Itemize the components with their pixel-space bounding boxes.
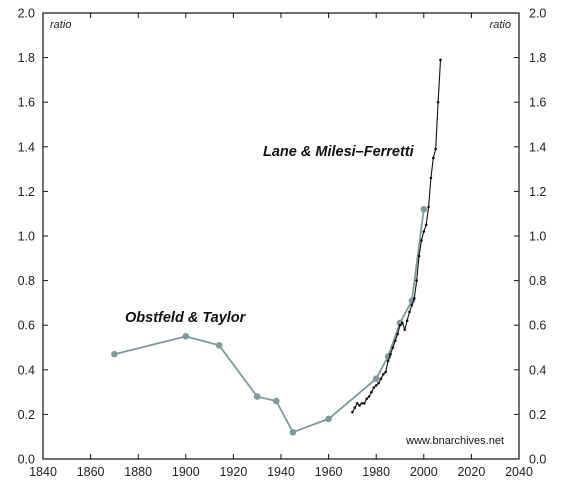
y-tick-label-left: 0.0 — [18, 453, 35, 467]
data-point-obstfeld-taylor — [420, 205, 428, 213]
y-tick-label-left: 0.4 — [18, 363, 35, 377]
data-point-lane-milesi-ferretti — [396, 332, 399, 336]
x-tick-label: 2020 — [457, 465, 485, 479]
data-point-lane-milesi-ferretti — [358, 404, 361, 407]
data-point-lane-milesi-ferretti — [398, 323, 402, 327]
data-point-lane-milesi-ferretti — [417, 254, 421, 258]
y-tick-label-right: 1.8 — [529, 51, 546, 65]
data-point-lane-milesi-ferretti — [424, 223, 428, 227]
data-point-lane-milesi-ferretti — [355, 401, 359, 405]
y-tick-label-right: 1.0 — [529, 230, 546, 244]
data-point-obstfeld-taylor — [182, 333, 190, 340]
data-point-lane-milesi-ferretti — [405, 319, 409, 323]
y-tick-label-left: 1.2 — [18, 185, 35, 199]
y-tick-label-right: 1.2 — [529, 185, 546, 199]
data-point-lane-milesi-ferretti — [379, 377, 383, 381]
y-tick-label-left: 2.0 — [18, 7, 35, 21]
x-tick-label: 2000 — [410, 465, 438, 479]
data-point-lane-milesi-ferretti — [389, 352, 392, 356]
data-point-lane-milesi-ferretti — [384, 370, 388, 374]
data-point-obstfeld-taylor — [215, 341, 223, 349]
data-point-lane-milesi-ferretti — [432, 156, 435, 160]
y-tick-label-left: 1.0 — [18, 230, 35, 244]
data-point-lane-milesi-ferretti — [403, 328, 407, 331]
data-point-lane-milesi-ferretti — [367, 395, 371, 398]
y-tick-label-right: 0.0 — [529, 453, 546, 467]
data-point-lane-milesi-ferretti — [436, 100, 440, 104]
y-tick-label-left: 0.6 — [18, 319, 35, 333]
y-tick-label-right: 0.8 — [529, 274, 546, 288]
data-point-lane-milesi-ferretti — [401, 321, 404, 325]
x-axis-ticks: 1840 1860 1880 1900 1920 1940 1960 1980 2000 2020… — [29, 13, 533, 479]
data-point-lane-milesi-ferretti — [427, 205, 430, 209]
data-point-obstfeld-taylor — [396, 319, 404, 327]
series-line-lane-milesi-ferretti — [351, 59, 442, 413]
y-tick-label-right: 0.6 — [529, 319, 546, 333]
y-tick-label-left: 1.6 — [18, 96, 35, 110]
data-point-obstfeld-taylor — [372, 375, 380, 383]
y-axis-left-ticks: 0.0 0.2 0.4 0.6 0.8 1.0 1.2 1.4 1.6 1.8 2.0 — [18, 7, 48, 467]
y-tick-label-left: 0.2 — [18, 408, 35, 422]
y-axis-left-unit-label: ratio — [50, 19, 71, 31]
data-point-lane-milesi-ferretti — [420, 239, 423, 242]
data-point-lane-milesi-ferretti — [377, 381, 380, 385]
y-tick-label-right: 2.0 — [529, 7, 546, 21]
data-point-lane-milesi-ferretti — [353, 406, 357, 410]
x-tick-label: 1960 — [315, 465, 343, 479]
y-tick-label-left: 1.8 — [18, 51, 35, 65]
data-point-obstfeld-taylor — [289, 428, 297, 436]
data-point-lane-milesi-ferretti — [374, 384, 378, 387]
data-point-lane-milesi-ferretti — [365, 397, 368, 401]
series-line-obstfeld-taylor — [114, 209, 425, 434]
x-tick-label: 1940 — [267, 465, 295, 479]
x-tick-label: 1900 — [172, 465, 200, 479]
data-point-lane-milesi-ferretti — [363, 401, 366, 405]
data-point-obstfeld-taylor — [272, 397, 280, 405]
y-tick-label-right: 0.2 — [529, 408, 546, 422]
data-point-lane-milesi-ferretti — [370, 390, 373, 394]
plot-area-frame — [42, 12, 520, 460]
y-tick-label-right: 0.4 — [529, 363, 546, 377]
y-axis-right-ticks: 0.0 0.2 0.4 0.6 0.8 1.0 1.2 1.4 1.6 1.8 2.0 — [514, 7, 546, 467]
data-point-lane-milesi-ferretti — [393, 339, 397, 343]
x-tick-label: 2040 — [505, 465, 533, 479]
y-tick-label-right: 1.6 — [529, 96, 546, 110]
series-layer — [111, 58, 442, 436]
series-label-obstfeld-taylor: Obstfeld & Taylor — [125, 310, 247, 326]
x-tick-label: 1880 — [124, 465, 152, 479]
data-point-lane-milesi-ferretti — [429, 176, 433, 180]
data-point-lane-milesi-ferretti — [412, 297, 416, 300]
data-point-obstfeld-taylor — [253, 393, 261, 400]
data-point-lane-milesi-ferretti — [415, 279, 418, 282]
data-point-obstfeld-taylor — [111, 350, 118, 358]
x-tick-label: 1840 — [29, 465, 57, 479]
data-point-lane-milesi-ferretti — [434, 147, 438, 151]
data-point-lane-milesi-ferretti — [391, 346, 395, 349]
data-point-lane-milesi-ferretti — [439, 58, 442, 62]
data-point-lane-milesi-ferretti — [372, 386, 376, 389]
x-tick-label: 1920 — [219, 465, 247, 479]
y-axis-right-unit-label: ratio — [490, 19, 511, 31]
source-note: www.bnarchives.net — [405, 435, 504, 447]
y-tick-label-left: 0.8 — [18, 274, 35, 288]
data-point-lane-milesi-ferretti — [351, 410, 354, 414]
data-point-lane-milesi-ferretti — [360, 401, 364, 405]
x-tick-label: 1980 — [362, 465, 390, 479]
series-label-lane-milesi-ferretti: Lane & Milesi–Ferretti — [263, 144, 415, 160]
data-point-lane-milesi-ferretti — [386, 359, 390, 363]
x-tick-label: 1860 — [77, 465, 105, 479]
data-point-lane-milesi-ferretti — [408, 310, 411, 314]
data-point-lane-milesi-ferretti — [422, 230, 426, 233]
y-tick-label-left: 1.4 — [18, 140, 35, 154]
data-point-lane-milesi-ferretti — [410, 303, 414, 307]
data-point-obstfeld-taylor — [325, 415, 332, 423]
data-point-lane-milesi-ferretti — [382, 372, 385, 376]
y-tick-label-right: 1.4 — [529, 140, 546, 154]
